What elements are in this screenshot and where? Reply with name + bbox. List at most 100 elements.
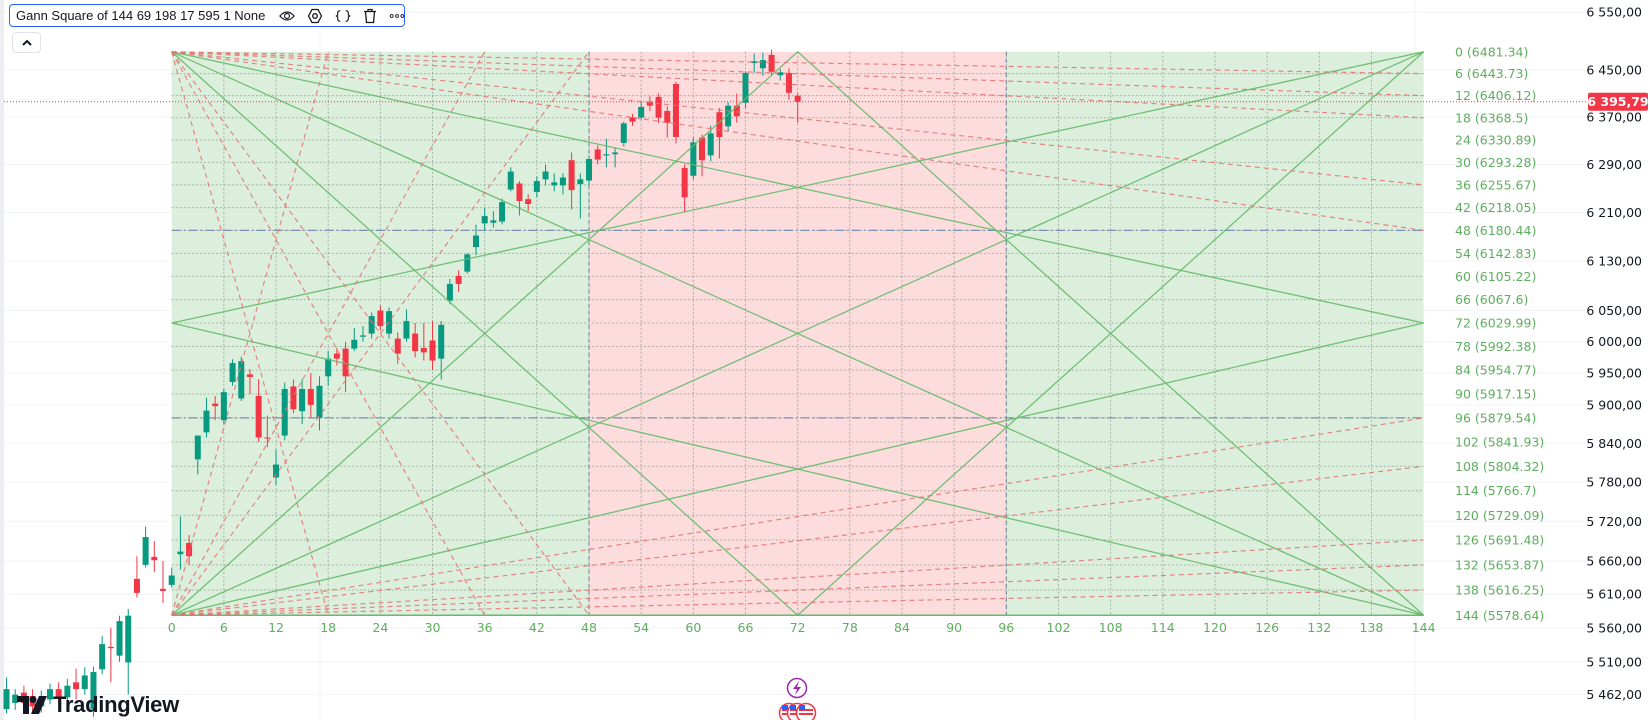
price-axis-label[interactable]: 5 840,00 [1586, 436, 1642, 451]
drawing-legend[interactable]: Gann Square of 144 69 198 17 595 1 None [9, 4, 405, 27]
trash-icon[interactable] [363, 8, 377, 24]
candle[interactable] [64, 678, 71, 703]
candle[interactable] [429, 321, 436, 370]
gann-fan-line[interactable] [171, 539, 1424, 616]
candle[interactable] [238, 356, 245, 402]
candle[interactable] [577, 173, 584, 219]
candle[interactable] [203, 397, 210, 438]
candle[interactable] [742, 71, 749, 109]
candle[interactable] [151, 541, 158, 573]
collapse-legend-button[interactable] [12, 32, 41, 53]
gann-fan-line[interactable] [171, 51, 329, 616]
gann-fan-line[interactable] [171, 51, 1424, 97]
price-axis-label[interactable]: 5 462,00 [1586, 687, 1642, 702]
candle[interactable] [751, 53, 758, 73]
candle[interactable] [12, 689, 19, 710]
gann-angle-line[interactable] [171, 51, 1424, 324]
candle[interactable] [794, 93, 801, 123]
gann-fan-line[interactable] [171, 51, 1424, 231]
candle[interactable] [368, 312, 375, 339]
candle[interactable] [768, 49, 775, 76]
candle[interactable] [490, 211, 497, 228]
price-axis-label[interactable]: 6 290,00 [1586, 157, 1642, 172]
candle[interactable] [55, 682, 62, 703]
candle[interactable] [759, 52, 766, 76]
candle[interactable] [516, 181, 523, 216]
candle[interactable] [542, 164, 549, 186]
candle[interactable] [716, 108, 723, 159]
gann-fan-line[interactable] [171, 51, 1424, 119]
candle[interactable] [212, 395, 219, 421]
eye-icon[interactable] [279, 8, 296, 24]
candle[interactable] [359, 326, 366, 342]
candle[interactable] [629, 113, 636, 126]
candle[interactable] [142, 526, 149, 568]
candle[interactable] [725, 102, 732, 132]
candle[interactable] [612, 147, 619, 168]
candle[interactable] [107, 627, 114, 683]
price-axis-label[interactable]: 5 780,00 [1586, 475, 1642, 490]
gann-angle-line[interactable] [171, 51, 1424, 616]
candle[interactable] [116, 615, 123, 662]
price-axis-label[interactable]: 6 050,00 [1586, 303, 1642, 318]
candle[interactable] [699, 134, 706, 177]
gann-fan-line[interactable] [171, 51, 1424, 186]
candle[interactable] [351, 327, 358, 352]
candle[interactable] [220, 388, 227, 425]
candle[interactable] [73, 668, 80, 700]
candle[interactable] [333, 347, 340, 366]
candle[interactable] [586, 155, 593, 186]
price-axis-label[interactable]: 6 210,00 [1586, 205, 1642, 220]
price-axis-label[interactable]: 5 660,00 [1586, 553, 1642, 568]
candle[interactable] [603, 138, 610, 168]
price-axis-label[interactable]: 6 000,00 [1586, 334, 1642, 349]
candle[interactable] [377, 305, 384, 331]
candle[interactable] [81, 667, 88, 695]
gann-angle-line[interactable] [171, 51, 799, 616]
candle[interactable] [620, 121, 627, 147]
candle[interactable] [125, 608, 132, 695]
candle[interactable] [325, 351, 332, 386]
gann-angle-line[interactable] [797, 51, 1425, 616]
candle[interactable] [168, 567, 175, 588]
candle[interactable] [464, 253, 471, 274]
candle[interactable] [707, 125, 714, 162]
candle[interactable] [499, 198, 506, 225]
price-axis-label[interactable]: 5 560,00 [1586, 620, 1642, 635]
candle[interactable] [481, 207, 488, 231]
gann-fan-line[interactable] [171, 51, 1424, 75]
candle[interactable] [638, 102, 645, 120]
price-axis-label[interactable]: 6 130,00 [1586, 254, 1642, 269]
candle[interactable] [299, 379, 306, 425]
price-axis-label[interactable]: 6 370,00 [1586, 109, 1642, 124]
candle[interactable] [177, 516, 184, 570]
tradingview-logo[interactable]: TradingView [17, 692, 179, 718]
lightning-icon[interactable] [786, 677, 808, 699]
candle[interactable] [90, 666, 97, 717]
candle[interactable] [672, 81, 679, 144]
price-axis-label[interactable]: 5 610,00 [1586, 587, 1642, 602]
candle[interactable] [594, 145, 601, 165]
candle[interactable] [394, 332, 401, 364]
price-axis-label[interactable]: 5 720,00 [1586, 514, 1642, 529]
candle[interactable] [455, 270, 462, 292]
gann-fan-line[interactable] [171, 465, 1424, 616]
candle[interactable] [438, 321, 445, 380]
gann-angle-line[interactable] [171, 322, 1424, 616]
candle[interactable] [681, 164, 688, 213]
candle[interactable] [690, 137, 697, 180]
candle[interactable] [446, 278, 453, 305]
candle[interactable] [194, 435, 201, 475]
candle[interactable] [186, 535, 193, 565]
candle[interactable] [342, 341, 349, 393]
candle[interactable] [160, 560, 167, 603]
candle[interactable] [133, 556, 140, 598]
candle[interactable] [525, 194, 532, 212]
candle[interactable] [281, 382, 288, 441]
candle[interactable] [46, 683, 53, 705]
candle[interactable] [777, 68, 784, 81]
candle[interactable] [559, 173, 566, 195]
gann-fan-line[interactable] [171, 564, 1424, 616]
candle[interactable] [273, 449, 280, 486]
